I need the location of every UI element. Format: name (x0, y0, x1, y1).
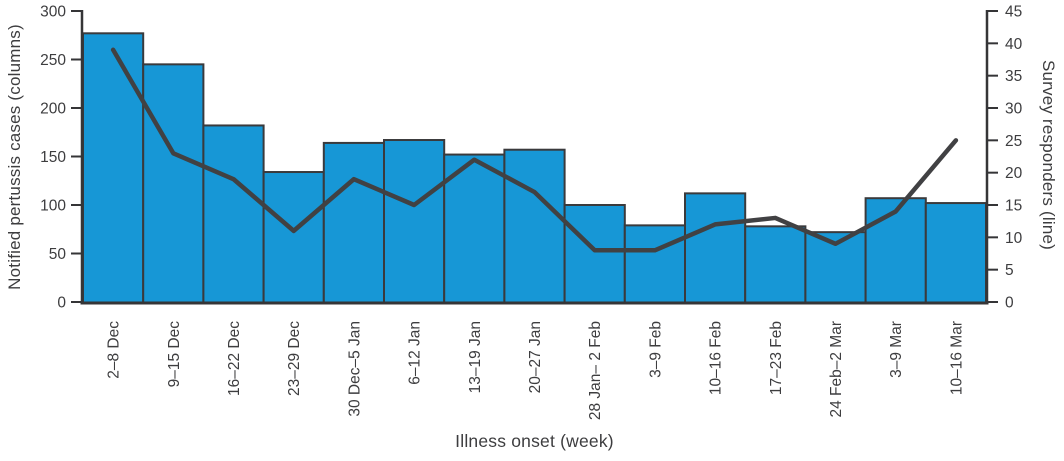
x-tick-label: 16–22 Dec (226, 321, 243, 396)
y-right-tick-label: 10 (1005, 230, 1023, 247)
y-left-tick-label: 300 (40, 4, 66, 21)
y-left-tick-label: 50 (49, 246, 67, 263)
x-tick-label: 9–15 Dec (166, 321, 183, 388)
bar-notified-cases (924, 202, 987, 304)
x-tick-label: 10–16 Mar (948, 321, 965, 395)
y-left-tick-label: 100 (40, 198, 66, 215)
x-tick-label: 17–23 Feb (768, 321, 785, 395)
y-right-tick-label: 15 (1005, 198, 1022, 215)
y-right-tick-label: 0 (1005, 295, 1014, 312)
y-left-tick-label: 250 (40, 52, 66, 69)
y-left-tick-label: 200 (40, 101, 66, 118)
y-axis-right-title: Survey responders (line) (1039, 60, 1058, 250)
y-right-tick-label: 40 (1005, 36, 1023, 53)
bar-notified-cases (142, 63, 205, 304)
x-tick-label: 13–19 Jan (467, 321, 484, 393)
y-right-tick-label: 45 (1005, 4, 1022, 21)
bar-notified-cases (322, 141, 385, 304)
bar-notified-cases (503, 148, 566, 304)
bar-notified-cases (202, 124, 265, 304)
bar-notified-cases (623, 224, 686, 304)
x-tick-label: 3–9 Feb (647, 321, 664, 378)
bar-notified-cases (82, 32, 145, 305)
bar-notified-cases (262, 171, 325, 304)
bar-notified-cases (383, 139, 446, 304)
y-left-tick-label: 0 (57, 295, 66, 312)
y-left-tick-label: 150 (40, 149, 66, 166)
bar-notified-cases (563, 204, 626, 304)
x-tick-label: 10–16 Feb (708, 321, 725, 395)
y-right-tick-label: 5 (1005, 262, 1014, 279)
y-right-tick-label: 35 (1005, 68, 1022, 85)
x-tick-label: 30 Dec–5 Jan (346, 321, 363, 417)
x-tick-label: 3–9 Mar (888, 321, 905, 378)
y-right-tick-label: 30 (1005, 101, 1023, 118)
bar-notified-cases (443, 153, 506, 304)
x-tick-label: 28 Jan– 2 Feb (587, 321, 604, 420)
x-tick-label: 23–29 Dec (286, 321, 303, 396)
bar-notified-cases (744, 225, 807, 304)
y-right-tick-label: 25 (1005, 133, 1022, 150)
x-tick-label: 20–27 Jan (527, 321, 544, 393)
x-tick-label: 6–12 Jan (407, 321, 424, 385)
y-axis-left-title: Notified pertussis cases (columns) (5, 24, 24, 290)
x-tick-label: 24 Feb–2 Mar (828, 321, 845, 418)
bar-notified-cases (684, 192, 747, 304)
x-tick-label: 2–8 Dec (106, 321, 123, 379)
x-axis-title: Illness onset (week) (455, 431, 614, 451)
y-right-tick-label: 20 (1005, 165, 1023, 182)
survey-responders-line (110, 47, 959, 253)
